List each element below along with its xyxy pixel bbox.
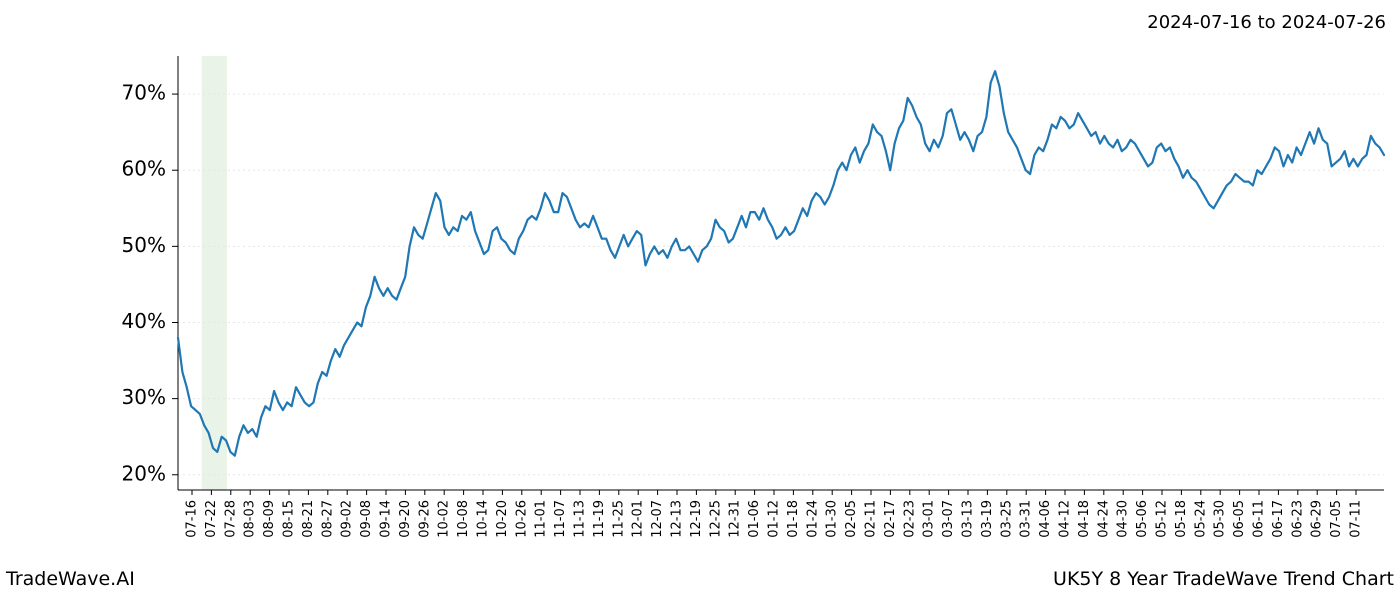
x-tick-label: 12-31	[728, 500, 743, 538]
y-tick-label: 60%	[122, 157, 166, 181]
x-tick-label: 01-30	[825, 500, 840, 538]
x-tick-label: 01-06	[747, 500, 762, 538]
x-tick-label: 07-22	[204, 500, 219, 538]
x-tick-label: 04-06	[1038, 500, 1053, 538]
x-tick-label: 06-17	[1271, 500, 1286, 538]
x-tick-label: 02-17	[883, 500, 898, 538]
x-tick-label: 06-23	[1290, 500, 1305, 538]
line-chart: 20% 30% 40% 50% 60% 70% 07-16 07-22 07-28 08-03 08…	[0, 0, 1400, 600]
y-tick-label: 70%	[122, 81, 166, 105]
x-tick-label: 05-30	[1213, 500, 1228, 538]
x-tick-label: 12-25	[708, 500, 723, 538]
x-tick-label: 11-01	[534, 500, 549, 538]
x-tick-label: 10-08	[456, 500, 471, 538]
x-tick-label: 01-18	[786, 500, 801, 538]
x-tick-label: 03-01	[922, 500, 937, 538]
x-tick-label: 10-26	[514, 500, 529, 538]
x-tick-label: 04-18	[1077, 500, 1092, 538]
y-tick-label: 30%	[122, 385, 166, 409]
x-tick-label: 09-26	[417, 500, 432, 538]
x-tick-label: 11-07	[553, 500, 568, 538]
x-tick-label: 04-12	[1058, 500, 1073, 538]
x-tick-label: 03-19	[980, 500, 995, 538]
x-tick-label: 07-11	[1349, 500, 1364, 538]
x-tick-label: 05-24	[1193, 500, 1208, 538]
x-tick-label: 11-25	[611, 500, 626, 538]
plot-background	[178, 56, 1384, 490]
x-tick-label: 03-31	[1019, 500, 1034, 538]
x-tick-label: 08-03	[243, 500, 258, 538]
x-tick-label: 04-30	[1116, 500, 1131, 538]
x-tick-label: 12-07	[650, 500, 665, 538]
x-tick-label: 08-15	[282, 500, 297, 538]
x-tick-label: 08-09	[262, 500, 277, 538]
x-tick-label: 09-20	[398, 500, 413, 538]
x-tick-label: 02-05	[844, 500, 859, 538]
x-tick-label: 04-24	[1096, 500, 1111, 538]
x-tick-label: 05-12	[1155, 500, 1170, 538]
x-tick-label: 06-11	[1252, 500, 1267, 538]
x-tick-label: 03-25	[999, 500, 1014, 538]
x-tick-label: 01-24	[805, 500, 820, 538]
x-tick-label: 10-14	[476, 500, 491, 538]
x-tick-label: 06-29	[1310, 500, 1325, 538]
x-tick-label: 10-20	[495, 500, 510, 538]
x-tick-label: 03-13	[961, 500, 976, 538]
y-tick-label: 20%	[122, 461, 166, 485]
x-tick-label: 09-08	[359, 500, 374, 538]
x-tick-label: 02-23	[902, 500, 917, 538]
y-tick-label: 50%	[122, 233, 166, 257]
x-tick-label: 05-06	[1135, 500, 1150, 538]
y-tick-label: 40%	[122, 309, 166, 333]
x-tick-label: 09-02	[340, 500, 355, 538]
x-tick-label: 12-01	[631, 500, 646, 538]
x-tick-label: 05-18	[1174, 500, 1189, 538]
x-tick-label: 11-13	[573, 500, 588, 538]
x-tick-label: 01-12	[767, 500, 782, 538]
x-tick-label: 11-19	[592, 500, 607, 538]
x-tick-label: 10-02	[437, 500, 452, 538]
x-tick-label: 07-28	[223, 500, 238, 538]
x-tick-label: 06-05	[1232, 500, 1247, 538]
x-tick-label: 12-13	[670, 500, 685, 538]
x-tick-label: 07-16	[185, 500, 200, 538]
x-tick-label: 07-05	[1329, 500, 1344, 538]
x-tick-label: 09-14	[379, 500, 394, 538]
x-tick-label: 02-11	[864, 500, 879, 538]
x-tick-label: 03-07	[941, 500, 956, 538]
highlight-band	[202, 56, 227, 490]
x-tick-label: 08-27	[320, 500, 335, 538]
x-tick-label: 08-21	[301, 500, 316, 538]
x-tick-label: 12-19	[689, 500, 704, 538]
chart-container: 2024-07-16 to 2024-07-26 TradeWave.AI UK…	[0, 0, 1400, 600]
